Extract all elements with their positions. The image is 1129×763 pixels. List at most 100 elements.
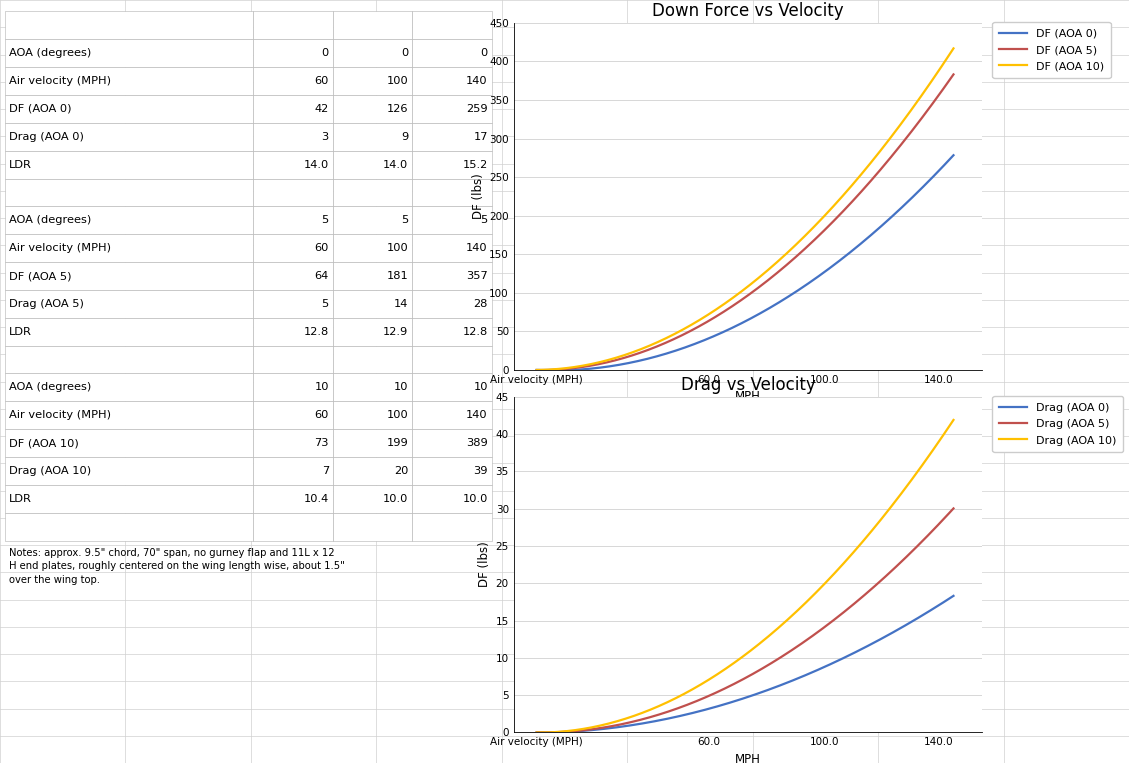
Bar (253, 179, 333, 206)
Bar (253, 11, 333, 39)
Text: 7: 7 (322, 466, 329, 476)
Text: LDR: LDR (9, 494, 32, 504)
Bar (333, 123, 412, 150)
Bar (333, 429, 412, 457)
Bar (412, 373, 492, 401)
Bar (333, 290, 412, 317)
Drag (AOA 0) (833, 655, 847, 665)
Bar (253, 346, 333, 373)
Drag (AOA 10) (833, 563, 847, 572)
Drag (AOA 5) (832, 612, 846, 621)
Bar (253, 95, 333, 123)
DF (AOA 10) (833, 195, 847, 204)
Drag (AOA 5) (536, 728, 550, 737)
Bar (412, 67, 492, 95)
DF (AOA 0) (695, 336, 709, 346)
Legend: Drag (AOA 0), Drag (AOA 5), Drag (AOA 10): Drag (AOA 0), Drag (AOA 5), Drag (AOA 10… (992, 395, 1123, 452)
Bar (253, 234, 333, 262)
DF (AOA 10) (831, 197, 844, 206)
Bar (253, 317, 333, 346)
Text: 10: 10 (473, 382, 488, 392)
Bar (412, 95, 492, 123)
Text: 14.0: 14.0 (304, 159, 329, 169)
Bar (412, 39, 492, 67)
Line: Drag (AOA 0): Drag (AOA 0) (536, 596, 954, 732)
Bar (5, 11, 253, 39)
Text: 5: 5 (481, 215, 488, 225)
Drag (AOA 10) (666, 695, 680, 704)
DF (AOA 0) (834, 255, 848, 264)
Bar (333, 95, 412, 123)
Text: 126: 126 (387, 104, 409, 114)
DF (AOA 0) (947, 150, 961, 159)
DF (AOA 10) (666, 330, 680, 340)
DF (AOA 5) (666, 335, 680, 344)
DF (AOA 5) (793, 250, 806, 259)
Bar (5, 39, 253, 67)
DF (AOA 5) (530, 365, 543, 375)
Text: 9: 9 (401, 132, 409, 142)
Bar (333, 485, 412, 513)
Drag (AOA 0) (530, 728, 543, 737)
Bar (412, 429, 492, 457)
Text: 10: 10 (314, 382, 329, 392)
Bar (333, 317, 412, 346)
DF (AOA 0) (530, 365, 543, 375)
Text: 64: 64 (315, 271, 329, 281)
Text: DF (AOA 10): DF (AOA 10) (9, 438, 79, 448)
Text: Air velocity (MPH): Air velocity (MPH) (9, 76, 111, 86)
DF (AOA 0) (581, 365, 595, 374)
Bar (333, 262, 412, 290)
Text: 5: 5 (401, 215, 409, 225)
Bar (412, 290, 492, 317)
DF (AOA 5) (831, 212, 844, 221)
Bar (333, 346, 412, 373)
Drag (AOA 0) (580, 726, 594, 735)
Bar (5, 262, 253, 290)
Bar (333, 67, 412, 95)
Text: 3: 3 (322, 132, 329, 142)
Text: 60: 60 (315, 410, 329, 420)
Title: Down Force vs Velocity: Down Force vs Velocity (653, 2, 843, 20)
Bar (5, 123, 253, 150)
Drag (AOA 10) (793, 604, 806, 613)
Drag (AOA 10) (831, 565, 844, 575)
Bar (253, 67, 333, 95)
Text: 12.9: 12.9 (383, 327, 409, 336)
Bar (333, 39, 412, 67)
Bar (253, 401, 333, 429)
Bar (5, 95, 253, 123)
Line: DF (AOA 10): DF (AOA 10) (536, 48, 954, 370)
Text: 10.0: 10.0 (463, 494, 488, 504)
Text: 259: 259 (466, 104, 488, 114)
Text: 14.0: 14.0 (383, 159, 409, 169)
Text: 5: 5 (322, 299, 329, 309)
Text: 100: 100 (386, 410, 409, 420)
Bar (253, 290, 333, 317)
Bar (412, 346, 492, 373)
Drag (AOA 5) (794, 640, 807, 649)
Drag (AOA 10) (580, 724, 594, 733)
DF (AOA 5) (833, 211, 847, 220)
Drag (AOA 5) (530, 728, 543, 737)
DF (AOA 10) (695, 314, 709, 324)
Text: 100: 100 (386, 243, 409, 253)
DF (AOA 0) (533, 365, 546, 375)
Text: 5: 5 (322, 215, 329, 225)
Bar (412, 457, 492, 485)
Text: Drag (AOA 10): Drag (AOA 10) (9, 466, 91, 476)
Text: AOA (degrees): AOA (degrees) (9, 215, 91, 225)
Bar (253, 513, 333, 540)
Bar (412, 401, 492, 429)
Bar (412, 317, 492, 346)
Text: DF (AOA 0): DF (AOA 0) (9, 104, 71, 114)
Title: Drag vs Velocity: Drag vs Velocity (681, 376, 815, 394)
Text: 140: 140 (466, 410, 488, 420)
Text: AOA (degrees): AOA (degrees) (9, 48, 91, 58)
Bar (333, 457, 412, 485)
Bar (253, 206, 333, 234)
Text: Drag (AOA 5): Drag (AOA 5) (9, 299, 84, 309)
Bar (5, 485, 253, 513)
Bar (253, 39, 333, 67)
DF (AOA 10) (793, 237, 806, 246)
